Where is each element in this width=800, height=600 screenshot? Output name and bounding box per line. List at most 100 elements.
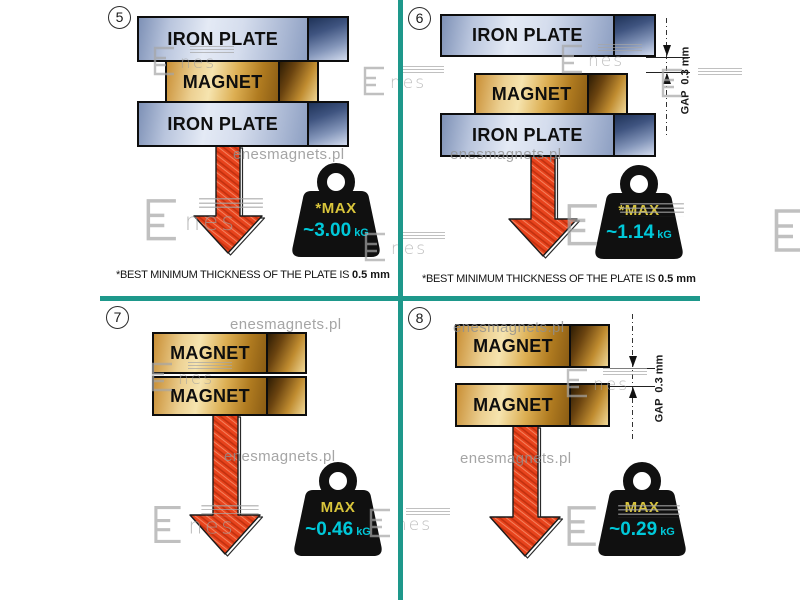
enes-logo-lines [698,68,742,77]
enes-logo-text: nes [178,369,215,389]
enes-logo-e-icon [364,232,385,262]
pull-arrow-icon [489,426,564,559]
gap-arrow-down [628,356,637,367]
magnet-end-cap [569,326,608,366]
enes-logo-text: nes [588,51,625,71]
force-unit: kG [657,229,672,241]
force-value: ~0.29 kG [609,519,675,540]
gap-label: GAP 0.3 mm [653,354,666,423]
gap-tick [610,386,655,387]
enes-logo-lines [406,508,450,517]
magnet-end-cap [278,62,317,103]
enes-logo-e-icon [774,209,800,252]
iron-plate-label: IRON PLATE [472,124,583,145]
enes-logo-watermark: nes [144,198,263,242]
enes-logo-watermark: nes [362,66,444,96]
enes-logo-watermark: nes [368,508,450,538]
weight-icon: *MAX ~3.00 kG [284,163,388,259]
iron-plate-label: IRON PLATE [167,113,279,134]
enes-logo-lines [201,505,259,517]
magnet-bar-top: MAGNET [455,324,610,368]
magnet-label: MAGNET [182,72,263,92]
enesmagnets-watermark: enesmagnets.pl [230,316,342,333]
enes-logo-watermark [565,505,680,547]
magnet-end-cap [569,385,608,425]
enesmagnets-watermark: enesmagnets.pl [460,450,572,467]
plate-end-cap [306,103,347,145]
enes-logo-lines [400,66,444,75]
enes-logo-lines [401,232,445,241]
enesmagnets-watermark: enesmagnets.pl [450,146,562,163]
enesmagnets-watermark: enesmagnets.pl [233,146,345,163]
magnet-bar-bottom: MAGNET [455,383,610,427]
enesmagnets-watermark: enesmagnets.pl [224,448,336,465]
enes-logo-e-icon [153,46,174,76]
enes-logo-text: nes [593,375,630,395]
enes-logo-e-icon [566,368,587,398]
enes-logo-text: nes [184,208,237,238]
force-unit: kG [660,526,675,538]
magnet-end-cap [266,378,305,414]
enesmagnets-watermark: enesmagnets.pl [453,319,565,336]
enes-logo-watermark: nes [565,368,647,398]
magnet-bar-bottom: MAGNET [152,376,307,416]
force-value: ~0.46 kG [305,519,371,540]
weight-icon: MAX ~0.46 kG [286,462,390,558]
gap-tick [646,72,690,73]
kettlebell-shape [292,163,380,257]
enes-logo-text: nes [188,514,236,541]
enes-logo-lines [620,203,684,217]
divider-horizontal [100,296,700,301]
magnet-label: MAGNET [170,342,250,363]
enes-logo-e-icon [369,508,390,538]
magnet-bar: MAGNET [474,73,628,115]
footnote: *BEST MINIMUM THICKNESS OF THE PLATE IS … [116,269,390,281]
gap-dimension-line [632,314,633,440]
iron-plate-bottom: IRON PLATE [137,101,349,147]
enes-logo-e-icon [363,66,384,96]
enes-logo-lines [603,368,647,377]
magnet-label: MAGNET [473,335,553,356]
max-label: MAX [320,499,356,516]
enes-logo-text: nes [396,515,433,535]
iron-plate-label: IRON PLATE [167,28,279,49]
enes-logo-e-icon [561,44,582,74]
force-value: ~1.14 kG [606,222,672,243]
footnote: *BEST MINIMUM THICKNESS OF THE PLATE IS … [422,273,696,285]
panel-number: 8 [408,307,431,330]
plate-end-cap [612,115,654,155]
gap-arrow-up [662,73,671,84]
iron-plate-bottom: IRON PLATE [440,113,656,157]
enes-logo-watermark [660,68,742,98]
gap-tick [646,57,690,58]
enes-logo-watermark [565,203,684,247]
enes-logo-lines [190,46,234,55]
enes-logo-watermark: nes [560,44,642,74]
enes-logo-watermark: nes [363,232,445,262]
enes-logo-e-icon [661,68,682,98]
enes-logo-lines [598,44,642,53]
enes-logo-watermark: nes [152,46,234,76]
panel-number: 6 [408,7,431,30]
max-label: *MAX [315,200,357,217]
enes-logo-e-icon [151,362,172,392]
enes-logo-watermark: nes [152,505,259,544]
panel-6: 6 IRON PLATE MAGNET IRON PLATE GAP 0.3 m… [400,0,700,298]
gap-arrow-up [628,387,637,398]
enes-logo-e-icon [567,204,597,246]
panel-5: 5 IRON PLATE MAGNET IRON PLATE *MAX ~3.0… [100,0,400,298]
panel-number: 7 [106,306,129,329]
force-unit: kG [356,526,371,538]
iron-plate-top: IRON PLATE [440,14,656,57]
enes-logo-lines [199,198,263,212]
enes-logo-e-icon [567,506,596,546]
enes-logo-lines [618,505,680,518]
kettlebell-shape [294,462,382,556]
enes-logo-e-icon [154,506,181,543]
enes-logo-text: nes [180,53,217,73]
panel-7: 7 MAGNET MAGNET MAX ~0.46 kG enesmagnets.… [100,302,400,600]
pull-arrow-icon [508,156,581,259]
enes-logo-lines [188,362,232,371]
magnet-label: MAGNET [491,83,572,104]
